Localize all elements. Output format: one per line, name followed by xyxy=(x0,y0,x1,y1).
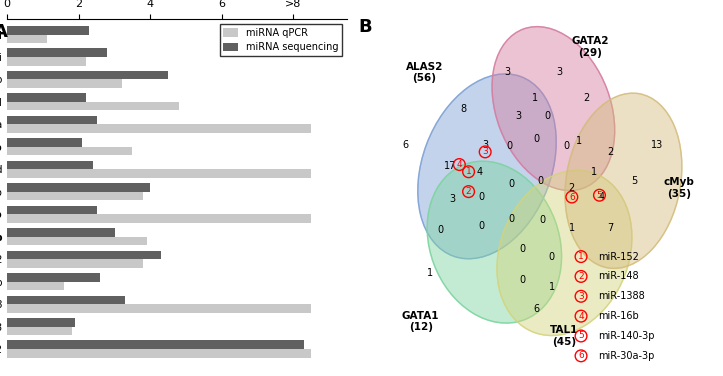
Bar xyxy=(7,282,64,290)
Text: 1: 1 xyxy=(532,93,538,103)
Bar xyxy=(7,273,100,282)
Ellipse shape xyxy=(497,170,632,335)
Text: 2: 2 xyxy=(578,272,584,281)
Text: 3: 3 xyxy=(556,68,562,77)
Text: 0: 0 xyxy=(519,275,525,285)
Bar xyxy=(7,304,312,312)
Text: 5: 5 xyxy=(631,176,638,186)
Text: 0: 0 xyxy=(506,141,512,152)
Bar xyxy=(7,57,86,65)
Bar xyxy=(7,71,168,79)
Text: 0: 0 xyxy=(545,111,551,121)
Text: B: B xyxy=(358,18,372,36)
Text: 1: 1 xyxy=(576,136,582,146)
Text: 0: 0 xyxy=(563,141,569,152)
Ellipse shape xyxy=(427,161,562,323)
Text: miR-140-3p: miR-140-3p xyxy=(598,331,654,341)
Text: 0: 0 xyxy=(549,252,555,262)
Text: 17: 17 xyxy=(444,161,456,171)
Bar xyxy=(7,138,82,147)
Text: 0: 0 xyxy=(519,244,525,254)
Text: 0: 0 xyxy=(479,192,484,202)
Text: 5: 5 xyxy=(596,191,602,200)
Bar xyxy=(7,214,312,223)
Text: 3: 3 xyxy=(449,194,455,204)
Text: 1: 1 xyxy=(549,282,555,292)
Ellipse shape xyxy=(418,74,556,259)
Text: 0: 0 xyxy=(537,176,544,186)
Bar xyxy=(7,340,304,349)
Text: 6: 6 xyxy=(534,304,540,314)
Text: miR-16b: miR-16b xyxy=(598,311,638,321)
Bar xyxy=(7,318,75,326)
Bar xyxy=(7,296,125,304)
Text: 5: 5 xyxy=(578,332,584,341)
Bar xyxy=(7,26,90,35)
Text: 4: 4 xyxy=(456,160,462,169)
Text: 0: 0 xyxy=(539,215,545,226)
Bar xyxy=(7,169,312,178)
Bar xyxy=(7,93,86,102)
Ellipse shape xyxy=(492,27,615,191)
Text: 4: 4 xyxy=(598,192,604,202)
Text: 2: 2 xyxy=(583,93,590,103)
Text: 1: 1 xyxy=(427,268,433,278)
Ellipse shape xyxy=(565,93,682,268)
Text: 1: 1 xyxy=(591,167,597,177)
Text: 4: 4 xyxy=(476,167,483,177)
Text: miR-148: miR-148 xyxy=(598,271,638,281)
Text: A: A xyxy=(0,23,7,41)
Bar xyxy=(7,183,150,192)
Bar xyxy=(7,326,72,335)
Bar xyxy=(7,251,161,259)
Text: 2: 2 xyxy=(607,147,614,157)
Text: 2: 2 xyxy=(466,187,471,196)
Text: GATA1
(12): GATA1 (12) xyxy=(402,311,440,332)
Text: 3: 3 xyxy=(482,140,488,150)
Text: 6: 6 xyxy=(569,193,575,202)
Text: 3: 3 xyxy=(504,68,510,77)
Text: 1: 1 xyxy=(578,252,584,261)
Text: miR-1388: miR-1388 xyxy=(598,291,644,301)
Text: 1: 1 xyxy=(466,167,471,176)
Text: TAL1
(45): TAL1 (45) xyxy=(550,325,578,347)
Text: 0: 0 xyxy=(508,214,514,224)
Bar xyxy=(7,259,143,268)
Text: 6: 6 xyxy=(403,140,409,150)
Bar xyxy=(7,124,312,133)
Text: 0: 0 xyxy=(438,224,444,235)
Text: 13: 13 xyxy=(651,140,663,150)
Bar xyxy=(7,228,114,237)
Text: ALAS2
(56): ALAS2 (56) xyxy=(406,62,443,83)
Bar xyxy=(7,349,312,358)
Text: GATA2
(29): GATA2 (29) xyxy=(571,36,609,58)
Text: miR-30a-3p: miR-30a-3p xyxy=(598,351,654,361)
Text: cMyb
(35): cMyb (35) xyxy=(663,177,694,199)
Text: 3: 3 xyxy=(482,147,488,156)
Text: 8: 8 xyxy=(460,104,466,114)
Bar xyxy=(7,116,97,124)
Text: 2: 2 xyxy=(569,183,575,193)
Bar xyxy=(7,49,108,57)
Text: 3: 3 xyxy=(515,111,521,121)
Text: 6: 6 xyxy=(578,351,584,360)
Text: miR-152: miR-152 xyxy=(598,252,638,262)
Bar xyxy=(7,161,93,169)
Text: 3: 3 xyxy=(578,292,584,301)
Bar xyxy=(7,237,147,245)
Text: 4: 4 xyxy=(578,312,584,321)
Bar xyxy=(7,102,179,111)
Bar xyxy=(7,79,121,88)
Text: 0: 0 xyxy=(534,134,540,144)
Bar xyxy=(7,147,132,155)
Text: 0: 0 xyxy=(479,221,484,231)
Text: 0: 0 xyxy=(508,179,514,190)
Legend: miRNA qPCR, miRNA sequencing: miRNA qPCR, miRNA sequencing xyxy=(220,24,342,56)
Bar xyxy=(7,206,97,214)
Bar xyxy=(7,192,143,200)
Text: 1: 1 xyxy=(569,223,575,233)
Text: 7: 7 xyxy=(607,223,614,233)
Bar xyxy=(7,35,46,43)
